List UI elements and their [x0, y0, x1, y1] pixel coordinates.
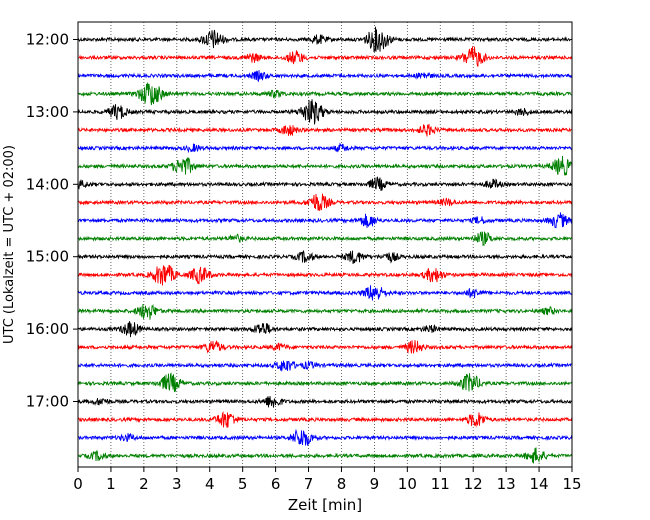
- trace-row-1400: [77, 176, 573, 191]
- trace-row-1345: [77, 155, 573, 176]
- y-tick-label: 12:00: [26, 31, 69, 49]
- x-tick-label: 8: [337, 475, 347, 493]
- x-tick-label: 15: [562, 475, 581, 493]
- x-tick-label: 14: [530, 475, 549, 493]
- trace-row-1215: [77, 46, 573, 67]
- y-tick-label: 17:00: [26, 393, 69, 411]
- x-tick-label: 0: [73, 475, 83, 493]
- trace-row-1330: [77, 142, 573, 154]
- x-tick-label: 9: [370, 475, 380, 493]
- trace-row-1615: [77, 340, 573, 354]
- trace-row-1315: [77, 123, 573, 137]
- trace-row-1600: [77, 321, 573, 338]
- y-tick-label: 15:00: [26, 248, 69, 266]
- trace-row-1745: [77, 447, 573, 464]
- trace-row-1415: [77, 193, 573, 211]
- x-axis-ticks: 0 1 2 3 4 5 6 7 8 9 10 11 12 13 14 15: [73, 467, 582, 493]
- x-tick-label: 2: [139, 475, 149, 493]
- x-tick-label: 10: [398, 475, 417, 493]
- trace-row-1545: [78, 303, 573, 320]
- trace-row-1700: [77, 396, 573, 408]
- x-tick-label: 4: [205, 475, 215, 493]
- trace-row-1630: [77, 360, 573, 372]
- y-axis-label: UTC (Lokalzeit = UTC + 02:00): [2, 145, 17, 344]
- trace-row-1200: [77, 26, 573, 53]
- trace-row-1300: [77, 99, 573, 125]
- grid-lines: [110, 22, 540, 467]
- x-tick-label: 6: [271, 475, 281, 493]
- trace-row-1500: [77, 249, 573, 265]
- x-tick-label: 13: [497, 475, 516, 493]
- y-axis-ticks: 12:00 13:00 14:00 15:00 16:00 17:00: [26, 31, 78, 411]
- y-tick-label: 14:00: [26, 175, 69, 193]
- y-tick-label: 16:00: [26, 320, 69, 338]
- x-tick-label: 3: [172, 475, 182, 493]
- x-tick-label: 1: [106, 475, 116, 493]
- trace-row-1715: [77, 410, 573, 428]
- trace-row-1645: [77, 372, 573, 393]
- x-tick-label: 7: [304, 475, 314, 493]
- trace-row-1445: [77, 231, 573, 246]
- trace-row-1430: [77, 212, 573, 229]
- trace-row-1245: [77, 81, 573, 106]
- x-tick-label: 11: [431, 475, 450, 493]
- trace-row-1530: [77, 285, 573, 301]
- trace-row-1730: [77, 428, 573, 446]
- x-axis-label: Zeit [min]: [288, 496, 362, 514]
- x-tick-label: 5: [238, 475, 248, 493]
- y-tick-label: 13:00: [26, 103, 69, 121]
- plot-frame: [77, 21, 573, 468]
- x-tick-label: 12: [464, 475, 483, 493]
- trace-row-1515: [77, 264, 573, 286]
- trace-row-1230: [77, 70, 573, 83]
- trace-rows: [77, 26, 573, 464]
